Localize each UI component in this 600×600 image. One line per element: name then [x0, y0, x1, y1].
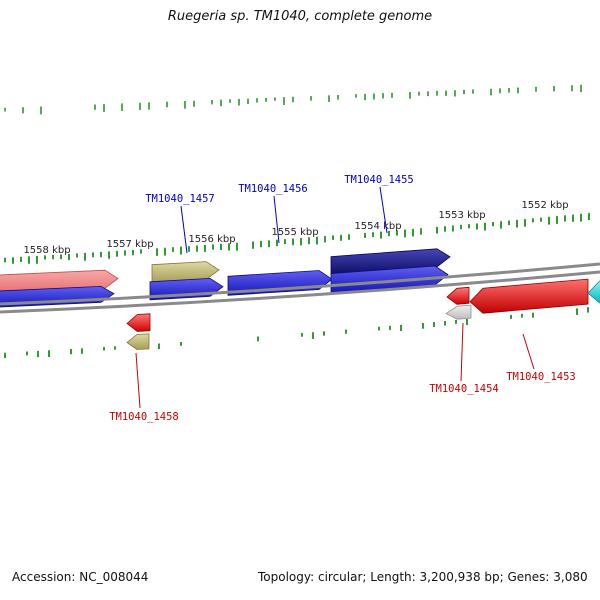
accession-text: Accession: NC_008044	[12, 570, 149, 584]
gene-label-TM1040_1455[interactable]: TM1040_1455	[344, 174, 414, 186]
gene-arrow-khaki-rev[interactable]	[126, 333, 150, 350]
gene-label-TM1040_1454[interactable]: TM1040_1454	[429, 383, 499, 395]
gene-label-TM1040_1457[interactable]: TM1040_1457	[145, 193, 215, 205]
genome-backbone-line	[0, 262, 600, 306]
gene-label-leader	[379, 186, 388, 234]
gene-label-leader	[460, 322, 464, 382]
gene-label-leader	[522, 333, 535, 370]
gene-arrow-TM1040_1453[interactable]	[469, 278, 589, 314]
gene-arrow-TM1040_1457[interactable]	[151, 261, 220, 284]
gene-arrow-cyan-right[interactable]	[587, 280, 600, 304]
tick-row-ruler	[4, 213, 590, 264]
ruler-label: 1554 kbp	[354, 221, 401, 232]
ruler-label: 1555 kbp	[271, 227, 318, 238]
gene-label-leader	[180, 205, 188, 254]
ruler-label: 1553 kbp	[438, 210, 485, 221]
genome-backbone-line	[0, 270, 600, 314]
status-bar: Accession: NC_008044 Topology: circular;…	[0, 568, 600, 592]
gene-arrow-TM1040_1458[interactable]	[126, 313, 151, 332]
gene-arrow-red-small[interactable]	[446, 286, 470, 305]
gene-arrow-TM1040_1454[interactable]	[445, 304, 472, 320]
gene-arrow-TM1040_1455[interactable]	[330, 248, 451, 276]
ruler-label: 1557 kbp	[106, 239, 153, 250]
ruler-label: 1558 kbp	[23, 245, 70, 256]
gene-label-TM1040_1456[interactable]: TM1040_1456	[238, 183, 308, 195]
tick-row-outer	[4, 84, 582, 115]
gene-label-TM1040_1453[interactable]: TM1040_1453	[506, 371, 576, 383]
tick-row-inner	[4, 307, 589, 359]
ruler-label: 1552 kbp	[521, 200, 568, 211]
gene-label-TM1040_1458[interactable]: TM1040_1458	[109, 411, 179, 423]
topology-text: Topology: circular; Length: 3,200,938 bp…	[258, 570, 588, 584]
gene-label-leader	[135, 352, 141, 409]
genome-title: Ruegeria sp. TM1040, complete genome	[167, 9, 433, 24]
gene-label-leader	[273, 195, 280, 244]
ruler-label: 1556 kbp	[188, 234, 235, 245]
